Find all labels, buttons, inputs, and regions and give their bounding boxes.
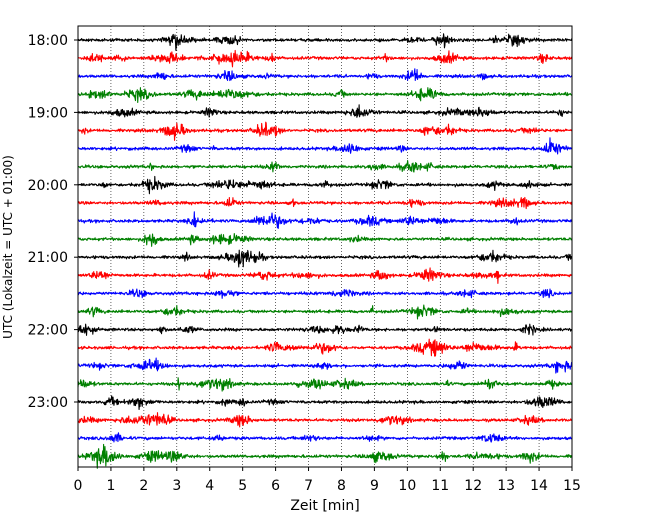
trace-1945 xyxy=(77,159,573,173)
x-tick-label-12: 12 xyxy=(464,478,482,494)
x-tick-label-9: 9 xyxy=(370,478,379,494)
x-tick-label-10: 10 xyxy=(398,478,416,494)
x-tick-label-11: 11 xyxy=(431,478,449,494)
trace-2330 xyxy=(77,432,573,443)
y-tick-label-4: 22:00 xyxy=(28,323,68,339)
trace-2245 xyxy=(77,377,573,392)
x-tick-label-14: 14 xyxy=(530,478,548,494)
y-axis: 18:00 19:00 20:00 21:00 22:00 23:00 xyxy=(28,33,78,411)
trace-2030 xyxy=(77,211,573,229)
trace-2000 xyxy=(77,175,573,195)
x-axis: 0 1 2 3 4 5 6 7 8 9 10 11 12 13 14 15 xyxy=(74,467,581,494)
x-tick-label-3: 3 xyxy=(172,478,181,494)
trace-1915 xyxy=(77,121,573,141)
trace-1815 xyxy=(77,49,573,68)
plot-frame xyxy=(77,25,573,468)
trace-2115 xyxy=(77,267,573,284)
y-tick-label-2: 20:00 xyxy=(28,178,68,194)
x-tick-label-4: 4 xyxy=(205,478,214,494)
trace-2215 xyxy=(77,338,573,357)
trace-2230 xyxy=(77,357,573,374)
y-tick-label-1: 19:00 xyxy=(28,105,68,121)
trace-2100 xyxy=(77,249,573,268)
x-tick-label-1: 1 xyxy=(106,478,115,494)
x-tick-label-15: 15 xyxy=(563,478,581,494)
x-tick-label-8: 8 xyxy=(337,478,346,494)
trace-1830 xyxy=(77,68,573,82)
traces xyxy=(77,33,573,469)
trace-1845 xyxy=(77,87,573,103)
trace-1900 xyxy=(77,104,573,118)
x-tick-label-6: 6 xyxy=(271,478,280,494)
trace-2145 xyxy=(77,304,573,320)
x-tick-label-5: 5 xyxy=(238,478,247,494)
trace-2045 xyxy=(77,233,573,247)
trace-1800 xyxy=(77,33,573,51)
x-axis-label: Zeit [min] xyxy=(290,498,359,514)
trace-2015 xyxy=(77,196,573,210)
y-tick-label-3: 21:00 xyxy=(28,250,68,266)
y-tick-label-0: 18:00 xyxy=(28,33,68,49)
y-axis-label: UTC (Lokalzeit = UTC + 01:00) xyxy=(1,155,15,339)
x-tick-label-7: 7 xyxy=(304,478,313,494)
x-tick-label-0: 0 xyxy=(74,478,83,494)
x-tick-label-13: 13 xyxy=(497,478,515,494)
x-tick-label-2: 2 xyxy=(139,478,148,494)
trace-2315 xyxy=(77,412,573,428)
trace-2200 xyxy=(77,323,573,336)
y-tick-label-5: 23:00 xyxy=(28,395,68,411)
trace-2130 xyxy=(77,288,573,299)
trace-2300 xyxy=(77,395,573,411)
trace-2345 xyxy=(77,443,573,469)
trace-1930 xyxy=(77,137,573,155)
